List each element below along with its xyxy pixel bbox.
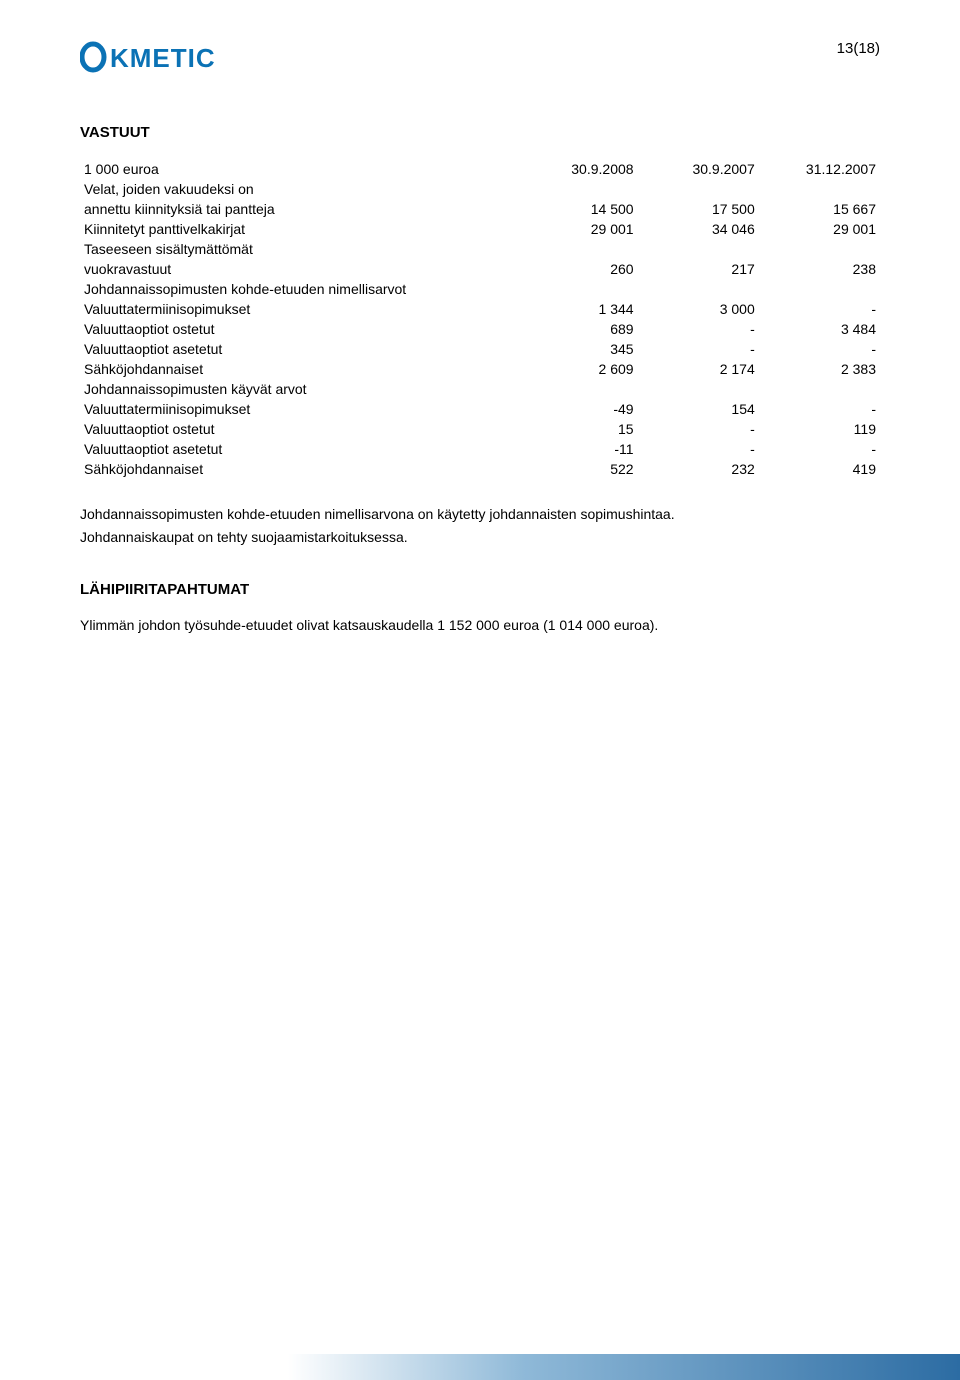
group4-title: Johdannaissopimusten käyvät arvot bbox=[80, 379, 880, 399]
page-header: KMETIC 13(18) bbox=[80, 40, 880, 74]
cell: 238 bbox=[759, 259, 880, 279]
cell: -49 bbox=[516, 399, 637, 419]
cell: 260 bbox=[516, 259, 637, 279]
cell: 1 344 bbox=[516, 299, 637, 319]
table-row: Sähköjohdannaiset 522 232 419 bbox=[80, 459, 880, 479]
row-label: Valuuttaoptiot asetetut bbox=[80, 439, 516, 459]
cell: 345 bbox=[516, 339, 637, 359]
page-number: 13(18) bbox=[837, 40, 880, 57]
cell: 3 000 bbox=[638, 299, 759, 319]
table-row: Valuuttatermiinisopimukset -49 154 - bbox=[80, 399, 880, 419]
cell: 15 bbox=[516, 419, 637, 439]
table-row: Valuuttatermiinisopimukset 1 344 3 000 - bbox=[80, 299, 880, 319]
cell: 2 609 bbox=[516, 359, 637, 379]
group1-title: Velat, joiden vakuudeksi on bbox=[80, 179, 880, 199]
section-lahipiiri-title: LÄHIPIIRITAPAHTUMAT bbox=[80, 581, 880, 598]
group2-title-row: Taseeseen sisältymättömät bbox=[80, 239, 880, 259]
section-vastuut-title: VASTUUT bbox=[80, 124, 880, 141]
cell: 14 500 bbox=[516, 199, 637, 219]
cell: 2 174 bbox=[638, 359, 759, 379]
cell: 119 bbox=[759, 419, 880, 439]
cell: - bbox=[759, 339, 880, 359]
cell: 15 667 bbox=[759, 199, 880, 219]
unit-label: 1 000 euroa bbox=[80, 159, 516, 179]
row-label: Valuuttaoptiot ostetut bbox=[80, 419, 516, 439]
cell: - bbox=[638, 419, 759, 439]
unit-row: 1 000 euroa 30.9.2008 30.9.2007 31.12.20… bbox=[80, 159, 880, 179]
col-head-2: 30.9.2007 bbox=[638, 159, 759, 179]
table-row: Valuuttaoptiot ostetut 15 - 119 bbox=[80, 419, 880, 439]
group1-title-row: Velat, joiden vakuudeksi on bbox=[80, 179, 880, 199]
row-label: annettu kiinnityksiä tai pantteja bbox=[80, 199, 516, 219]
cell: 17 500 bbox=[638, 199, 759, 219]
col-head-1: 30.9.2008 bbox=[516, 159, 637, 179]
row-label: Kiinnitetyt panttivelkakirjat bbox=[80, 219, 516, 239]
cell: - bbox=[759, 399, 880, 419]
cell: 419 bbox=[759, 459, 880, 479]
table-row: annettu kiinnityksiä tai pantteja 14 500… bbox=[80, 199, 880, 219]
lahipiiri-text: Ylimmän johdon työsuhde-etuudet olivat k… bbox=[80, 616, 880, 635]
footer-stripe bbox=[288, 1354, 960, 1380]
row-label: Sähköjohdannaiset bbox=[80, 459, 516, 479]
cell: 29 001 bbox=[759, 219, 880, 239]
cell: 29 001 bbox=[516, 219, 637, 239]
cell: - bbox=[638, 439, 759, 459]
cell: - bbox=[759, 439, 880, 459]
table-row: Valuuttaoptiot asetetut 345 - - bbox=[80, 339, 880, 359]
cell: 2 383 bbox=[759, 359, 880, 379]
note-2: Johdannaiskaupat on tehty suojaamistarko… bbox=[80, 528, 880, 547]
row-label: Valuuttatermiinisopimukset bbox=[80, 299, 516, 319]
row-label: Sähköjohdannaiset bbox=[80, 359, 516, 379]
table-row: Valuuttaoptiot asetetut -11 - - bbox=[80, 439, 880, 459]
table-row: Sähköjohdannaiset 2 609 2 174 2 383 bbox=[80, 359, 880, 379]
cell: 34 046 bbox=[638, 219, 759, 239]
row-label: Valuuttaoptiot ostetut bbox=[80, 319, 516, 339]
cell: 689 bbox=[516, 319, 637, 339]
cell: - bbox=[759, 299, 880, 319]
notes-block: Johdannaissopimusten kohde-etuuden nimel… bbox=[80, 505, 880, 547]
table-row: Valuuttaoptiot ostetut 689 - 3 484 bbox=[80, 319, 880, 339]
cell: 3 484 bbox=[759, 319, 880, 339]
logo-svg: KMETIC bbox=[80, 40, 260, 74]
table-row: Kiinnitetyt panttivelkakirjat 29 001 34 … bbox=[80, 219, 880, 239]
group3-title-row: Johdannaissopimusten kohde-etuuden nimel… bbox=[80, 279, 880, 299]
vastuut-table: 1 000 euroa 30.9.2008 30.9.2007 31.12.20… bbox=[80, 159, 880, 479]
group3-title: Johdannaissopimusten kohde-etuuden nimel… bbox=[80, 279, 880, 299]
cell: 217 bbox=[638, 259, 759, 279]
row-label: Valuuttatermiinisopimukset bbox=[80, 399, 516, 419]
table-row: vuokravastuut 260 217 238 bbox=[80, 259, 880, 279]
logo: KMETIC bbox=[80, 40, 260, 74]
group2-title: Taseeseen sisältymättömät bbox=[80, 239, 880, 259]
note-1: Johdannaissopimusten kohde-etuuden nimel… bbox=[80, 505, 880, 524]
row-label: vuokravastuut bbox=[80, 259, 516, 279]
group4-title-row: Johdannaissopimusten käyvät arvot bbox=[80, 379, 880, 399]
page: KMETIC 13(18) VASTUUT 1 000 euroa 30.9.2… bbox=[0, 0, 960, 1380]
cell: - bbox=[638, 319, 759, 339]
col-head-3: 31.12.2007 bbox=[759, 159, 880, 179]
cell: - bbox=[638, 339, 759, 359]
logo-text: KMETIC bbox=[110, 43, 216, 73]
cell: -11 bbox=[516, 439, 637, 459]
lahipiiri-paragraph: Ylimmän johdon työsuhde-etuudet olivat k… bbox=[80, 616, 880, 635]
cell: 154 bbox=[638, 399, 759, 419]
cell: 522 bbox=[516, 459, 637, 479]
row-label: Valuuttaoptiot asetetut bbox=[80, 339, 516, 359]
cell: 232 bbox=[638, 459, 759, 479]
